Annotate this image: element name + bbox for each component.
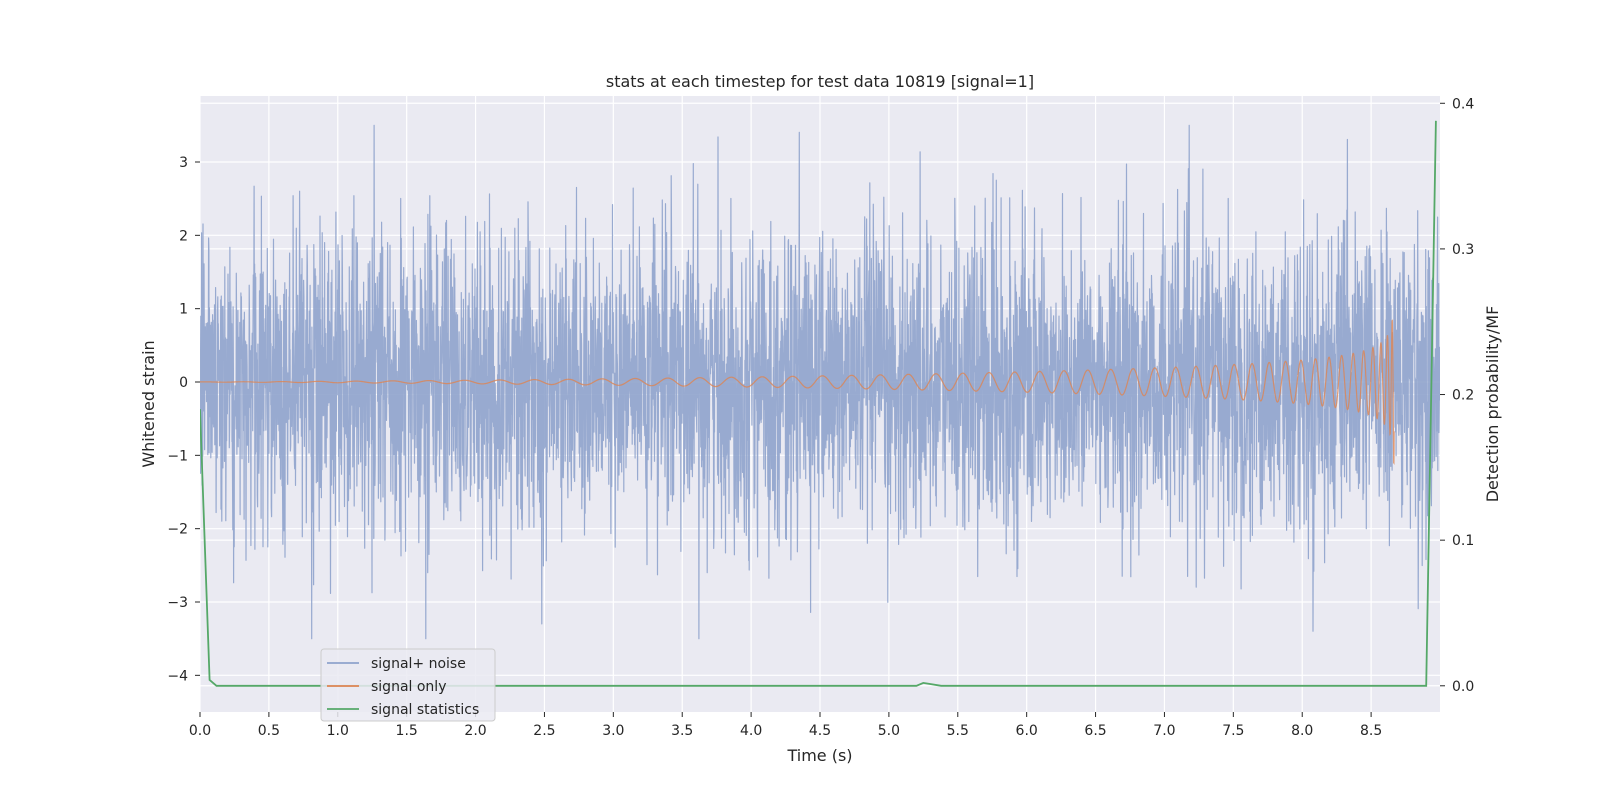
legend-label-signal-statistics: signal statistics [371,702,479,718]
y2-tick-label: 0.2 [1452,388,1474,404]
x-axis-label: Time (s) [786,746,852,765]
y-axis-right: 0.4 0.3 0.2 0.1 0.0 [1440,96,1474,695]
y-tick-label: −1 [167,448,188,464]
y2-tick-label: 0.1 [1452,533,1474,549]
chart-title: stats at each timestep for test data 108… [606,72,1034,91]
series-line-signal-statistics [200,120,1437,687]
y-tick-label: 2 [179,228,188,244]
y2-tick-label: 0.3 [1452,242,1474,258]
y-tick-label: 1 [179,302,188,318]
y2-tick-label: 0.0 [1452,679,1474,695]
x-tick-label: 3.5 [671,723,693,739]
x-tick-label: 0.5 [258,723,280,739]
y-tick-label: −3 [167,595,188,611]
x-tick-label: 7.0 [1153,723,1175,739]
series-line-signal-only [200,319,1395,465]
x-tick-label: 6.5 [1084,723,1106,739]
series-line-signal-noise [200,124,1440,640]
x-tick-label: 2.0 [464,723,486,739]
y2-axis-label: Detection probability/MF [1483,306,1502,503]
x-tick-label: 6.0 [1016,723,1038,739]
y-tick-label: 0 [179,375,188,391]
legend-box [320,648,496,722]
legend-label-signal-noise: signal+ noise [371,656,466,672]
y-tick-label: −2 [167,522,188,538]
y-tick-label: −4 [167,668,188,684]
x-tick-label: 1.0 [327,723,349,739]
x-tick-label: 8.0 [1291,723,1313,739]
legend: signal+ noise signal only signal statist… [320,648,496,722]
y-axis-label: Whitened strain [139,340,158,467]
x-tick-label: 4.0 [740,723,762,739]
x-tick-label: 1.5 [396,723,418,739]
x-tick-label: 5.0 [878,723,900,739]
x-tick-label: 4.5 [809,723,831,739]
x-axis: 0.0 0.5 1.0 1.5 2.0 2.5 3.0 3.5 4.0 4.5 5.0 5.5 6.0 6… [189,712,1382,739]
legend-label-signal-only: signal only [371,679,446,695]
x-tick-label: 2.5 [533,723,555,739]
x-tick-label: 8.5 [1360,723,1382,739]
y-axis-left: 3 2 1 0 −1 −2 −3 −4 [167,155,200,684]
x-tick-label: 7.5 [1222,723,1244,739]
y2-tick-label: 0.4 [1452,96,1474,112]
y-tick-label: 3 [179,155,188,171]
x-tick-label: 5.5 [947,723,969,739]
series-layer [200,120,1440,687]
x-tick-label: 3.0 [602,723,624,739]
x-tick-label: 0.0 [189,723,211,739]
